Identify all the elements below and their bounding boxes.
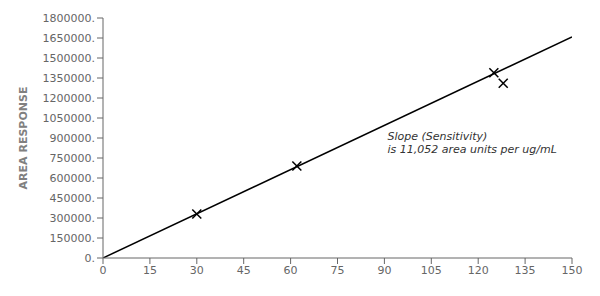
svg-text:750000.: 750000.: [50, 152, 96, 165]
svg-text:45: 45: [237, 264, 251, 277]
svg-text:600000.: 600000.: [50, 172, 96, 185]
svg-text:Slope (Sensitivity)is 11,052 a: Slope (Sensitivity)is 11,052 area units …: [388, 130, 557, 156]
svg-text:1200000.: 1200000.: [43, 92, 96, 105]
svg-text:900000.: 900000.: [50, 132, 96, 145]
svg-text:60: 60: [284, 264, 298, 277]
svg-text:150000.: 150000.: [50, 232, 96, 245]
svg-text:120: 120: [468, 264, 489, 277]
svg-text:135: 135: [515, 264, 536, 277]
svg-text:1050000.: 1050000.: [43, 112, 96, 125]
svg-text:AREA RESPONSE: AREA RESPONSE: [17, 87, 30, 190]
svg-text:450000.: 450000.: [50, 192, 96, 205]
svg-text:1650000.: 1650000.: [43, 32, 96, 45]
svg-text:30: 30: [190, 264, 204, 277]
svg-text:0: 0: [100, 264, 107, 277]
svg-text:90: 90: [377, 264, 391, 277]
svg-text:75: 75: [331, 264, 345, 277]
svg-text:105: 105: [421, 264, 442, 277]
svg-text:1500000.: 1500000.: [43, 52, 96, 65]
svg-text:300000.: 300000.: [50, 212, 96, 225]
svg-text:0.: 0.: [85, 252, 96, 265]
svg-text:15: 15: [143, 264, 157, 277]
svg-text:1350000.: 1350000.: [43, 72, 96, 85]
svg-text:150: 150: [562, 264, 583, 277]
svg-text:1800000.: 1800000.: [43, 12, 96, 25]
